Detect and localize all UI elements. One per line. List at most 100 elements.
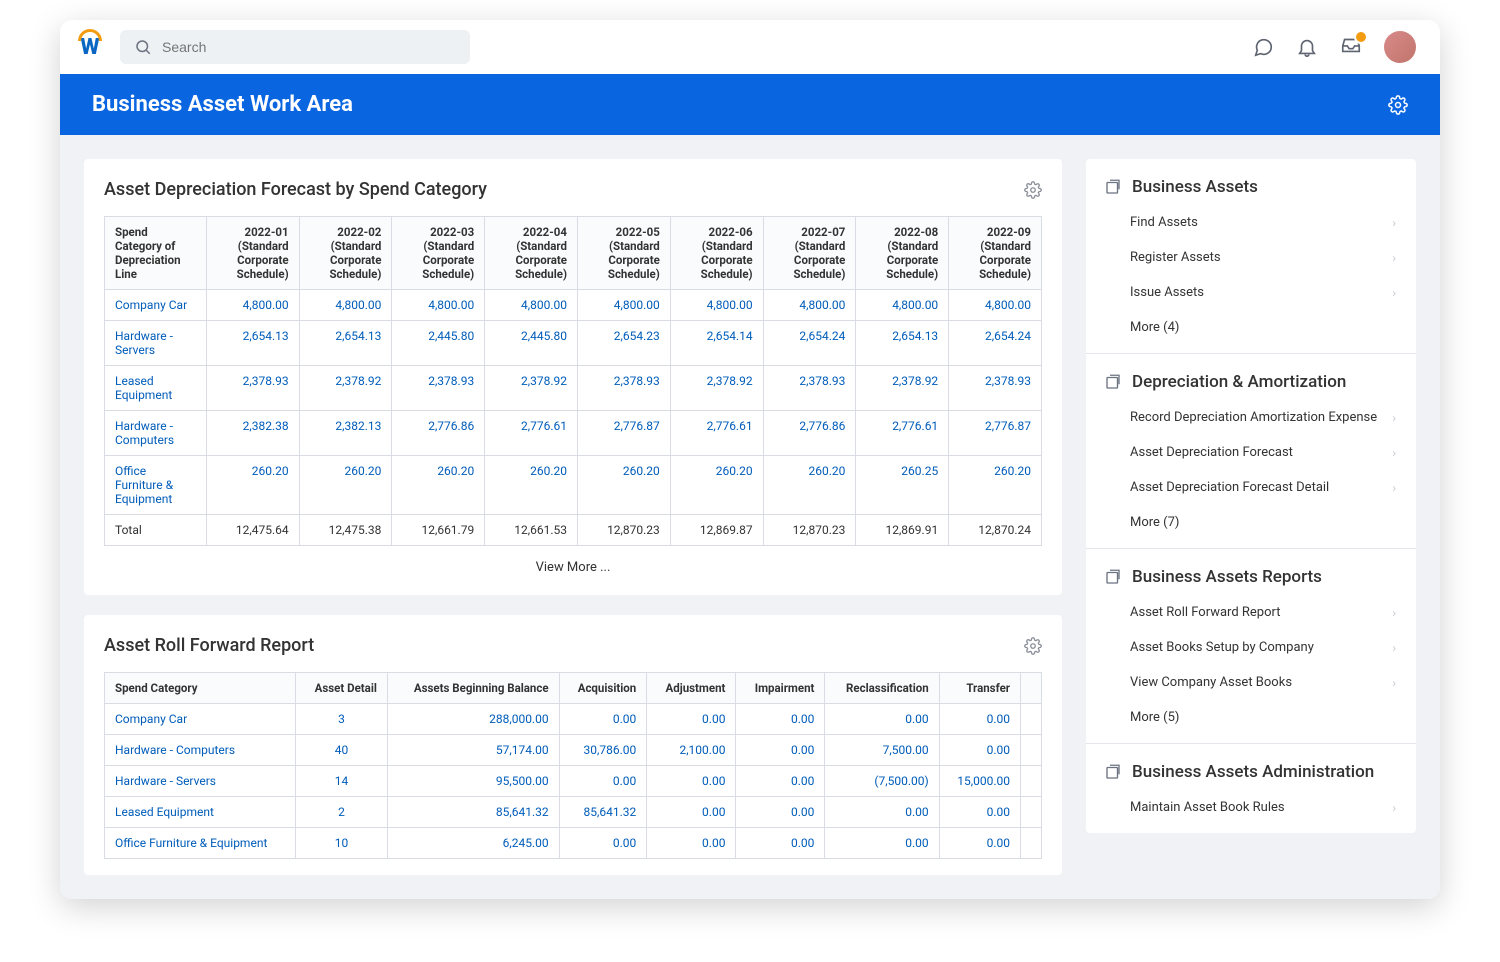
value-cell[interactable]: 0.00 <box>736 797 825 828</box>
value-cell[interactable]: 2,654.13 <box>206 321 299 366</box>
category-link[interactable]: Company Car <box>105 290 207 321</box>
value-cell[interactable]: 0.00 <box>736 828 825 859</box>
value-cell[interactable]: 2,378.93 <box>949 366 1042 411</box>
page-gear-icon[interactable] <box>1388 95 1408 115</box>
value-cell[interactable]: 2,776.61 <box>856 411 949 456</box>
value-cell[interactable]: 2,378.92 <box>856 366 949 411</box>
value-cell[interactable]: 2,378.93 <box>763 366 856 411</box>
value-cell[interactable]: 4,800.00 <box>763 290 856 321</box>
forecast-gear-icon[interactable] <box>1024 181 1042 199</box>
side-item[interactable]: More (7) <box>1086 505 1416 540</box>
value-cell[interactable]: 95,500.00 <box>387 766 559 797</box>
category-link[interactable]: Office Furniture & Equipment <box>105 828 296 859</box>
asset-detail-link[interactable]: 2 <box>296 797 388 828</box>
search-input[interactable] <box>162 39 456 55</box>
value-cell[interactable]: 2,378.92 <box>485 366 578 411</box>
value-cell[interactable]: 2,378.92 <box>670 366 763 411</box>
value-cell[interactable]: 57,174.00 <box>387 735 559 766</box>
side-item[interactable]: Asset Depreciation Forecast› <box>1086 435 1416 470</box>
bell-icon[interactable] <box>1296 36 1318 58</box>
asset-detail-link[interactable]: 40 <box>296 735 388 766</box>
asset-detail-link[interactable]: 10 <box>296 828 388 859</box>
avatar[interactable] <box>1384 31 1416 63</box>
value-cell[interactable]: 2,100.00 <box>647 735 736 766</box>
inbox-button[interactable] <box>1340 34 1362 60</box>
value-cell[interactable]: 30,786.00 <box>559 735 647 766</box>
side-item[interactable]: More (5) <box>1086 700 1416 735</box>
value-cell[interactable]: 0.00 <box>647 766 736 797</box>
value-cell[interactable]: 2,654.24 <box>763 321 856 366</box>
side-item[interactable]: Maintain Asset Book Rules› <box>1086 790 1416 825</box>
value-cell[interactable]: 2,654.24 <box>949 321 1042 366</box>
value-cell[interactable]: 260.20 <box>578 456 671 515</box>
value-cell[interactable]: 4,800.00 <box>670 290 763 321</box>
value-cell[interactable]: 0.00 <box>647 797 736 828</box>
value-cell[interactable]: 260.20 <box>392 456 485 515</box>
value-cell[interactable]: 2,378.93 <box>578 366 671 411</box>
value-cell[interactable]: 2,776.87 <box>949 411 1042 456</box>
value-cell[interactable]: 4,800.00 <box>206 290 299 321</box>
value-cell[interactable]: 6,245.00 <box>387 828 559 859</box>
value-cell[interactable]: 4,800.00 <box>392 290 485 321</box>
value-cell[interactable]: 4,800.00 <box>299 290 392 321</box>
value-cell[interactable]: 260.20 <box>485 456 578 515</box>
value-cell[interactable]: 2,654.13 <box>299 321 392 366</box>
category-link[interactable]: Company Car <box>105 704 296 735</box>
value-cell[interactable]: (7,500.00) <box>825 766 939 797</box>
value-cell[interactable]: 2,776.87 <box>578 411 671 456</box>
value-cell[interactable]: 2,378.93 <box>392 366 485 411</box>
value-cell[interactable]: 0.00 <box>939 797 1020 828</box>
workday-logo[interactable]: W <box>76 33 104 61</box>
value-cell[interactable]: 0.00 <box>825 704 939 735</box>
chat-icon[interactable] <box>1252 36 1274 58</box>
side-item[interactable]: Asset Books Setup by Company› <box>1086 630 1416 665</box>
value-cell[interactable]: 2,776.86 <box>763 411 856 456</box>
value-cell[interactable]: 2,378.92 <box>299 366 392 411</box>
value-cell[interactable]: 0.00 <box>647 704 736 735</box>
side-item[interactable]: Issue Assets› <box>1086 275 1416 310</box>
category-link[interactable]: Leased Equipment <box>105 797 296 828</box>
side-item[interactable]: Find Assets› <box>1086 205 1416 240</box>
value-cell[interactable]: 2,378.93 <box>206 366 299 411</box>
value-cell[interactable]: 0.00 <box>825 797 939 828</box>
value-cell[interactable]: 2,445.80 <box>392 321 485 366</box>
value-cell[interactable]: 2,776.86 <box>392 411 485 456</box>
category-link[interactable]: Office Furniture & Equipment <box>105 456 207 515</box>
value-cell[interactable]: 0.00 <box>939 735 1020 766</box>
side-item[interactable]: View Company Asset Books› <box>1086 665 1416 700</box>
value-cell[interactable]: 2,445.80 <box>485 321 578 366</box>
rollforward-gear-icon[interactable] <box>1024 637 1042 655</box>
value-cell[interactable]: 85,641.32 <box>387 797 559 828</box>
value-cell[interactable]: 15,000.00 <box>939 766 1020 797</box>
category-link[interactable]: Hardware - Computers <box>105 411 207 456</box>
asset-detail-link[interactable]: 14 <box>296 766 388 797</box>
value-cell[interactable]: 0.00 <box>559 766 647 797</box>
value-cell[interactable]: 2,654.13 <box>856 321 949 366</box>
value-cell[interactable]: 0.00 <box>736 735 825 766</box>
value-cell[interactable]: 4,800.00 <box>856 290 949 321</box>
value-cell[interactable]: 260.20 <box>949 456 1042 515</box>
value-cell[interactable]: 85,641.32 <box>559 797 647 828</box>
value-cell[interactable]: 0.00 <box>939 828 1020 859</box>
value-cell[interactable]: 0.00 <box>736 766 825 797</box>
value-cell[interactable]: 260.20 <box>763 456 856 515</box>
side-item[interactable]: More (4) <box>1086 310 1416 345</box>
value-cell[interactable]: 0.00 <box>647 828 736 859</box>
category-link[interactable]: Leased Equipment <box>105 366 207 411</box>
value-cell[interactable]: 0.00 <box>559 828 647 859</box>
side-item[interactable]: Asset Roll Forward Report› <box>1086 595 1416 630</box>
asset-detail-link[interactable]: 3 <box>296 704 388 735</box>
value-cell[interactable]: 0.00 <box>736 704 825 735</box>
search-box[interactable] <box>120 30 470 64</box>
value-cell[interactable]: 260.25 <box>856 456 949 515</box>
side-item[interactable]: Record Depreciation Amortization Expense… <box>1086 400 1416 435</box>
value-cell[interactable]: 260.20 <box>670 456 763 515</box>
value-cell[interactable]: 4,800.00 <box>949 290 1042 321</box>
side-item[interactable]: Asset Depreciation Forecast Detail› <box>1086 470 1416 505</box>
value-cell[interactable]: 7,500.00 <box>825 735 939 766</box>
value-cell[interactable]: 260.20 <box>206 456 299 515</box>
forecast-view-more[interactable]: View More ... <box>104 546 1042 579</box>
value-cell[interactable]: 288,000.00 <box>387 704 559 735</box>
value-cell[interactable]: 2,382.13 <box>299 411 392 456</box>
value-cell[interactable]: 2,776.61 <box>485 411 578 456</box>
